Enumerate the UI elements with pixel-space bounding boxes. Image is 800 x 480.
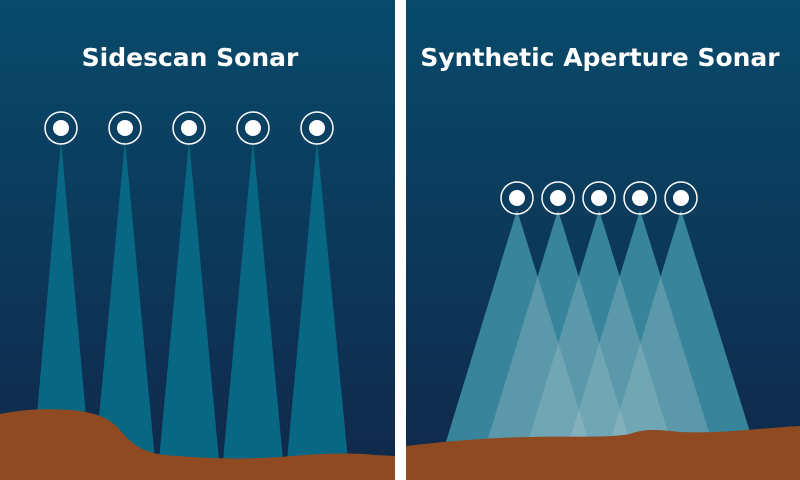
sas-beam-overlaps: [445, 210, 754, 445]
sas-transducers: [500, 181, 698, 215]
sas-transducer: [664, 181, 698, 215]
sas-transducer: [623, 181, 657, 215]
sidescan-transducer: [44, 111, 78, 145]
sidescan-beam: [287, 140, 348, 460]
sidescan-beams: [33, 140, 348, 460]
sidescan-beam: [223, 140, 283, 460]
sas-beam-overlap: [527, 210, 672, 445]
sas-beam-overlap: [486, 210, 631, 445]
synthetic-aperture-title: Synthetic Aperture Sonar: [420, 43, 780, 72]
sidescan-beam: [33, 140, 90, 460]
sidescan-panel: Sidescan Sonar: [0, 0, 395, 480]
sas-transducer: [500, 181, 534, 215]
sidescan-beam: [159, 140, 219, 460]
sas-beam: [609, 210, 754, 445]
synthetic-aperture-panel: Synthetic Aperture Sonar: [406, 0, 800, 480]
sidescan-transducer: [108, 111, 142, 145]
sidescan-transducer: [172, 111, 206, 145]
sas-transducer: [582, 181, 616, 215]
sas-transducer: [541, 181, 575, 215]
sidescan-title: Sidescan Sonar: [82, 43, 299, 72]
right-seafloor: [406, 426, 800, 480]
sidescan-transducer: [236, 111, 270, 145]
sidescan-transducers: [44, 111, 334, 145]
panel-divider: [395, 0, 406, 480]
sidescan-transducer: [300, 111, 334, 145]
sas-beams: [445, 210, 754, 445]
sas-beam-overlap: [445, 210, 590, 445]
sas-beam-overlap: [568, 210, 713, 445]
sidescan-beam: [95, 140, 155, 460]
sas-beam-overlap: [609, 210, 754, 445]
left-seafloor: [0, 409, 395, 480]
